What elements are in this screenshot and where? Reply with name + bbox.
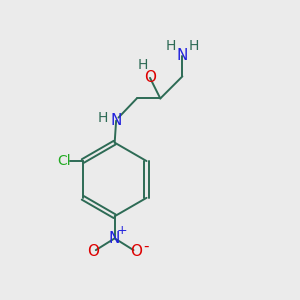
Text: H: H xyxy=(137,58,148,72)
Text: H: H xyxy=(166,39,176,53)
Text: H: H xyxy=(188,39,199,53)
Text: H: H xyxy=(98,111,108,124)
Text: O: O xyxy=(88,244,100,259)
Text: O: O xyxy=(130,244,142,259)
Text: O: O xyxy=(144,70,156,86)
Text: N: N xyxy=(177,48,188,63)
Text: N: N xyxy=(109,231,120,246)
Text: N: N xyxy=(110,113,122,128)
Text: Cl: Cl xyxy=(57,154,70,168)
Text: -: - xyxy=(143,239,149,254)
Text: +: + xyxy=(117,224,127,238)
